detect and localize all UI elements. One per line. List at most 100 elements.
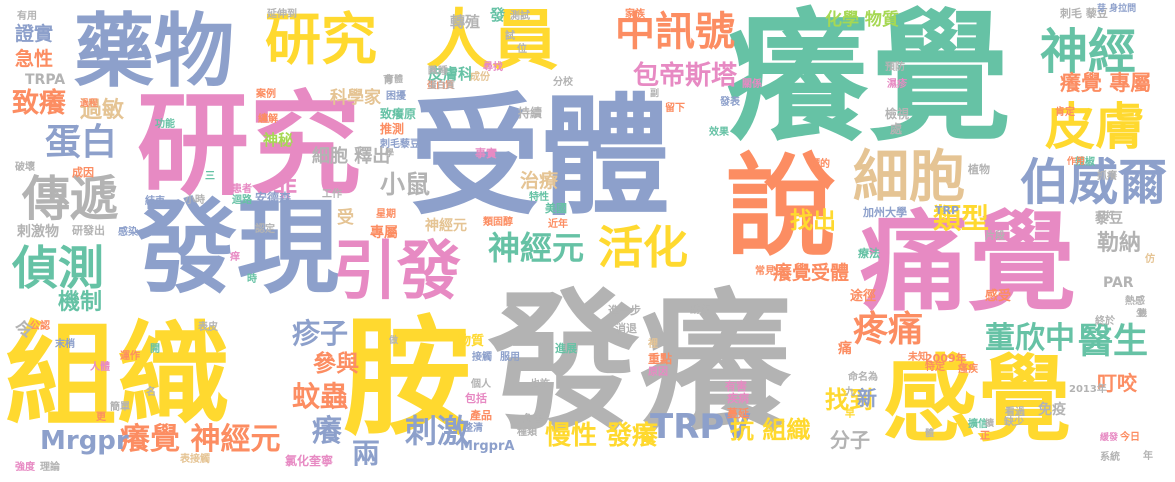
word-youhai: 有害 <box>725 380 747 393</box>
word-xiaoshi: 小時 <box>185 195 205 206</box>
word-gongneng: 功能 <box>155 119 175 130</box>
word-xue: 學 <box>385 149 395 159</box>
word-ganshou: 感受 <box>985 289 1012 304</box>
word-yaowu: 藥物 <box>74 5 234 98</box>
word-yangji: 瘙疾 <box>958 364 978 375</box>
word-xibaoshichu: 細胞 釋出 <box>312 146 391 167</box>
word-weihai: 危害 <box>523 414 543 425</box>
word-kunrao: 困擾 <box>386 91 406 102</box>
word-yanshendao: 延伸到 <box>267 9 297 20</box>
word-chixu: 持續 <box>518 106 543 120</box>
word-cimaolidou: 刺毛 藜豆 <box>1060 7 1108 20</box>
word-shenjingyuan: 神經元 <box>488 229 585 267</box>
word-ming: 名 <box>146 387 156 398</box>
word-gongzuo: 工作 <box>322 189 342 200</box>
word-ji: 機 <box>1138 309 1148 319</box>
word-yinfa: 引發 <box>333 235 461 309</box>
word-liaofa: 療法 <box>858 247 880 260</box>
word-yangjuezhuanshu: 癢覺 專屬 <box>1060 71 1152 95</box>
word-jiu: 九 <box>845 387 855 398</box>
word-guocheng: 過程 <box>80 99 99 109</box>
word-jiandan: 簡單 <box>110 402 130 413</box>
word-boweier: 伯威爾 <box>1020 154 1168 211</box>
word-renyuan: 人員 <box>426 2 558 79</box>
word-wei: 位 <box>517 44 527 55</box>
word-dongxinzhong: 董欣中 <box>985 321 1075 356</box>
word-ling: 令 <box>15 320 33 341</box>
word-xiaotui: 消退 <box>615 322 637 335</box>
word-yangjueshenjingyuan: 癢覺 神經元 <box>120 422 281 457</box>
word-tengtong: 疼痛 <box>853 310 924 350</box>
word-shou: 受 <box>337 208 354 228</box>
word-xitong: 系統 <box>1100 452 1120 463</box>
word-manxingfayang: 慢性 發癢 <box>545 421 659 451</box>
word-kuo: 擴 <box>985 419 995 429</box>
word-chanjie: 纏解 <box>258 114 278 125</box>
word-2009: 2009年 <box>925 352 967 365</box>
word-zheng: 正 <box>980 431 990 442</box>
word-jiazu: 家族 <box>625 9 645 20</box>
word-yisheng: 醫生 <box>1078 322 1149 362</box>
word-liang: 兩 <box>352 437 381 470</box>
word-guanxi: 關係 <box>742 79 762 90</box>
word-zuoyong: 作用 <box>1067 157 1086 167</box>
word-yangjue: 癢覺 <box>727 0 1011 161</box>
word-leiguchun: 類固醇 <box>483 217 513 228</box>
word-zhiwu: 植物 <box>968 163 990 176</box>
word-xiaoguo: 效果 <box>709 127 729 138</box>
word-huohua: 活化 <box>598 221 689 274</box>
word-shishi: 事實 <box>475 147 497 160</box>
word-kai: 開 <box>150 344 160 355</box>
word-li: 裡 <box>648 339 658 350</box>
word-kangzuzhi: 抗 組織 <box>730 416 811 444</box>
word-ganjue: 感覺 <box>883 346 1072 455</box>
word-fang: 仿 <box>1145 254 1155 265</box>
word-tuice: 推測 <box>380 122 405 136</box>
word-yu: 育 <box>383 75 393 86</box>
word-chanpin: 產品 <box>470 409 492 422</box>
word-yang-pink: 痒 <box>230 252 240 263</box>
word-kuoxin: 擴信 <box>968 419 988 430</box>
word-zhiyangyuan: 致癢原 <box>380 107 417 121</box>
word-yanjiu-yellow: 研究 <box>265 8 377 73</box>
word-jinri: 今日 <box>1120 432 1140 443</box>
word-gongren: 公認 <box>30 321 50 332</box>
word-pifu: 皮膚 <box>1045 98 1145 156</box>
word-moshao: 末梢 <box>55 339 75 350</box>
word-fayang: 發癢 <box>488 275 792 452</box>
word-andesen: 安德森 <box>255 191 292 205</box>
word-shenmi: 神秘 <box>263 131 294 149</box>
word-mrgpr: Mrgpr <box>40 426 129 456</box>
word-tujing: 途徑 <box>850 289 877 304</box>
word-jinnian: 近年 <box>548 219 568 230</box>
word-shenjingyuan-tan: 神經元 <box>425 218 467 234</box>
word-shi: 時 <box>247 274 257 285</box>
word-sheng: 生 <box>1136 309 1146 319</box>
word-yunzuo: 運作 <box>120 351 140 362</box>
word-tong: 痛 <box>838 341 852 357</box>
word-kending: 肯定 <box>1055 107 1075 118</box>
word-mrgpra: MrgprA <box>460 439 515 454</box>
word-canyu: 參與 <box>313 351 359 377</box>
word-zhihao: 只好 <box>1097 211 1116 221</box>
word-fuyong: 服用 <box>500 352 520 363</box>
word-jinyibu: 進一步 <box>608 304 641 317</box>
word-pohuai: 破壞 <box>15 162 35 173</box>
word-fenzi: 分子 <box>830 428 870 452</box>
word-jibing: 疾病 <box>727 392 749 405</box>
word-biaode: 標的 <box>810 159 830 170</box>
word-zhence: 偵測 <box>12 241 104 295</box>
word-zuzhi: 組織 <box>5 311 229 441</box>
word-baokuo: 包括 <box>465 392 487 405</box>
word-changjian: 常見 <box>755 266 775 277</box>
word-zhaochu: 找出 <box>790 208 836 234</box>
word-faxian: 發現 <box>135 189 339 308</box>
word-xin: 新 <box>857 386 877 410</box>
word-yuanyin: 原因 <box>648 367 668 378</box>
word-cimaolidou-blue: 刺毛藜豆 <box>380 139 420 150</box>
word-kanguo: 看過 <box>1005 407 1025 418</box>
word-an: 胺 <box>343 304 472 453</box>
word-trpa: TRPA <box>25 72 66 88</box>
word-guomin: 過敏 <box>80 98 125 123</box>
